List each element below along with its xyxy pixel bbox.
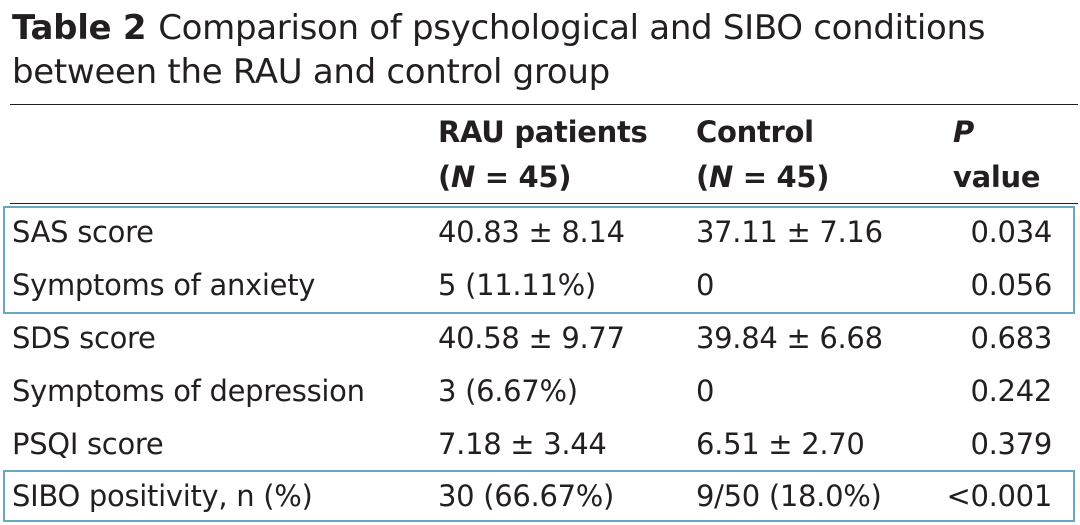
header-p-symbol: P [953, 115, 974, 149]
row-6-label: SIBO positivity, n (%) [12, 479, 313, 513]
header-p-value: value [953, 160, 1041, 194]
row-4-rau: 3 (6.67%) [438, 374, 578, 408]
table-caption-label: Table 2 [12, 8, 147, 48]
row-4-p: 0.242 [970, 374, 1052, 408]
row-5-rau: 7.18 ± 3.44 [438, 427, 607, 461]
row-1-control: 37.11 ± 7.16 [696, 215, 883, 249]
row-1-label: SAS score [12, 215, 154, 249]
row-4-label: Symptoms of depression [12, 374, 365, 408]
row-3-label: SDS score [12, 321, 156, 355]
row-2-label: Symptoms of anxiety [12, 268, 316, 302]
row-2-p: 0.056 [970, 268, 1052, 302]
row-6-control: 9/50 (18.0%) [696, 479, 882, 513]
table-caption: Table 2 Comparison of psychological and S… [12, 6, 1072, 94]
row-1-p: 0.034 [970, 215, 1052, 249]
header-rau-title: RAU patients [438, 115, 648, 149]
row-1-rau: 40.83 ± 8.14 [438, 215, 625, 249]
row-3-rau: 40.58 ± 9.77 [438, 321, 625, 355]
header-bottom-rule [10, 203, 1078, 204]
row-5-p: 0.379 [970, 427, 1052, 461]
row-5-label: PSQI score [12, 427, 164, 461]
table-caption-text: Comparison of psychological and SIBO con… [12, 8, 986, 92]
row-2-rau: 5 (11.11%) [438, 268, 596, 302]
highlight-box-sibo [3, 470, 1075, 522]
row-6-p: <0.001 [946, 479, 1052, 513]
header-rau-n: (N = 45) [438, 160, 572, 194]
header-control-title: Control [696, 115, 814, 149]
row-2-control: 0 [696, 268, 715, 302]
row-3-control: 39.84 ± 6.68 [696, 321, 883, 355]
highlight-box-anxiety [3, 206, 1075, 314]
table-top-rule [10, 104, 1078, 105]
header-control-n: (N = 45) [696, 160, 830, 194]
row-4-control: 0 [696, 374, 715, 408]
row-6-rau: 30 (66.67%) [438, 479, 615, 513]
row-3-p: 0.683 [970, 321, 1052, 355]
row-5-control: 6.51 ± 2.70 [696, 427, 865, 461]
